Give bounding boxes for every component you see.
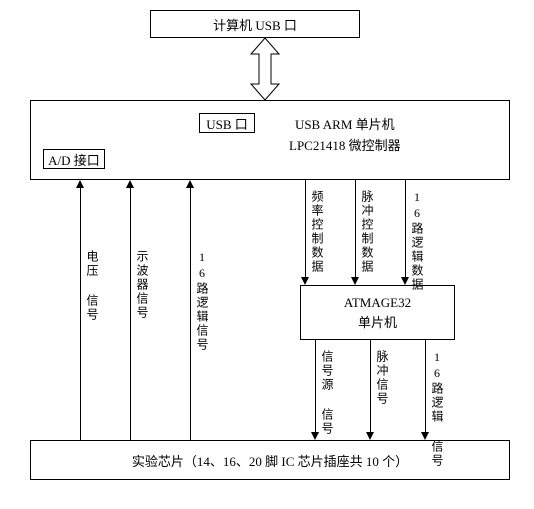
node-computer-usb: 计算机 USB 口	[150, 10, 360, 38]
mid-top-arrow-2-line	[405, 180, 406, 277]
node-ad-inner: A/D 接口	[43, 149, 105, 169]
left-arrow-2-label: 16路逻辑信号	[194, 250, 211, 352]
mid-top-arrow-0-head-icon	[301, 277, 309, 285]
mid-bot-arrow-2-label: 16路逻辑 信号	[429, 350, 446, 468]
mid-bot-arrow-1-label: 脉冲信号	[374, 350, 391, 406]
atmage32-line2: 单片机	[358, 313, 397, 333]
mid-bot-arrow-0-label: 信号源 信号	[319, 350, 336, 436]
mid-top-arrow-0-line	[305, 180, 306, 277]
mid-top-arrow-1-line	[355, 180, 356, 277]
arm-text-line2: LPC21418 微控制器	[289, 136, 401, 157]
mid-top-arrow-0-label: 频率控制数据	[309, 190, 326, 274]
left-arrow-1-label: 示波器信号	[134, 250, 151, 320]
left-arrow-1-line	[130, 188, 131, 440]
arm-text: USB ARM 单片机 LPC21418 微控制器	[289, 115, 401, 157]
mid-bot-arrow-1-head-icon	[366, 432, 374, 440]
node-usb-inner-label: USB 口	[206, 114, 248, 133]
left-arrow-0-label: 电压 信号	[84, 250, 101, 322]
left-arrow-1-head-icon	[126, 180, 134, 188]
mid-bot-arrow-2-head-icon	[421, 432, 429, 440]
arm-text-line1: USB ARM 单片机	[289, 115, 401, 136]
atmage32-line1: ATMAGE32	[344, 293, 411, 313]
left-arrow-2-line	[190, 188, 191, 440]
node-usb-inner: USB 口	[199, 113, 255, 133]
mid-bot-arrow-2-line	[425, 340, 426, 432]
mid-top-arrow-1-label: 脉冲控制数据	[359, 190, 376, 274]
node-arm: USB 口 A/D 接口 USB ARM 单片机 LPC21418 微控制器	[30, 100, 510, 180]
node-computer-usb-label: 计算机 USB 口	[213, 15, 297, 34]
mid-top-arrow-2-label: 16路逻辑数据	[409, 190, 426, 292]
mid-bot-arrow-0-head-icon	[311, 432, 319, 440]
mid-bot-arrow-0-line	[315, 340, 316, 432]
mid-top-arrow-1-head-icon	[351, 277, 359, 285]
node-chip-socket-label: 实验芯片（14、16、20 脚 IC 芯片插座共 10 个）	[132, 451, 408, 470]
left-arrow-0-head-icon	[76, 180, 84, 188]
mid-bot-arrow-1-line	[370, 340, 371, 432]
double-arrow-icon	[245, 38, 285, 100]
node-ad-inner-label: A/D 接口	[48, 150, 100, 169]
mid-top-arrow-2-head-icon	[401, 277, 409, 285]
node-atmage32: ATMAGE32 单片机	[300, 285, 455, 340]
left-arrow-0-line	[80, 188, 81, 440]
left-arrow-2-head-icon	[186, 180, 194, 188]
